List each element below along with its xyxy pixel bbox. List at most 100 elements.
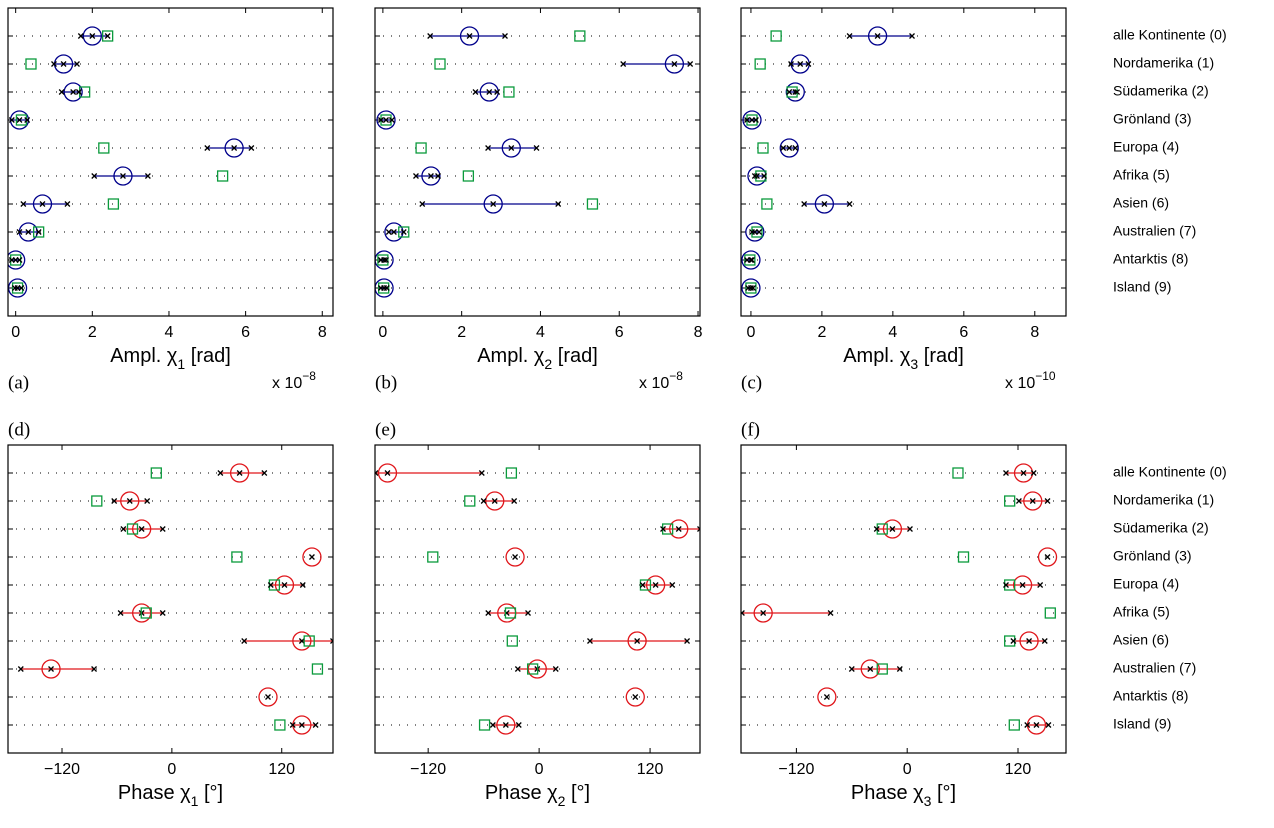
square-marker bbox=[757, 142, 769, 154]
cross bbox=[1003, 582, 1009, 588]
x-tick-label: 4 bbox=[165, 324, 174, 341]
cross bbox=[75, 89, 82, 95]
cross bbox=[427, 33, 434, 39]
cross bbox=[388, 117, 395, 123]
cross bbox=[671, 61, 678, 67]
circle-marker bbox=[741, 278, 761, 298]
category-label: Australien (7) bbox=[1113, 223, 1196, 239]
cross bbox=[241, 638, 248, 644]
cross bbox=[1044, 554, 1051, 560]
cross bbox=[236, 470, 243, 476]
circle-marker bbox=[742, 110, 762, 130]
cross bbox=[525, 610, 531, 616]
x-tick-label: 4 bbox=[888, 324, 897, 341]
x-tick-label: 2 bbox=[817, 324, 826, 341]
cross bbox=[760, 610, 767, 616]
panel-label: (a) bbox=[8, 372, 29, 393]
cross bbox=[634, 638, 641, 644]
x-axis-label: Ampl. χ1 [rad] bbox=[110, 345, 231, 371]
circle-marker bbox=[377, 463, 398, 483]
cross bbox=[620, 61, 627, 67]
circle-marker bbox=[505, 547, 525, 567]
cross bbox=[159, 610, 166, 616]
x-axis-label: Phase χ1 [°] bbox=[118, 782, 223, 808]
plot bbox=[375, 26, 694, 298]
cross bbox=[377, 285, 384, 291]
cross bbox=[533, 145, 540, 151]
cross bbox=[267, 582, 274, 588]
category-label: Nordamerika (1) bbox=[1113, 55, 1214, 71]
square-marker bbox=[745, 282, 757, 294]
cross bbox=[104, 33, 111, 39]
plot-frame bbox=[7, 444, 334, 754]
category-label: Island (9) bbox=[1113, 279, 1171, 295]
square-marker bbox=[574, 30, 586, 42]
circle-marker bbox=[274, 575, 295, 595]
circle-marker bbox=[785, 82, 805, 102]
panel: alle Kontinente (0) Nordamerika (1) Südame… bbox=[740, 7, 1227, 393]
cross bbox=[18, 285, 25, 291]
cross bbox=[16, 117, 23, 123]
cross bbox=[472, 89, 479, 95]
cross bbox=[144, 498, 151, 504]
circle-marker bbox=[485, 491, 505, 511]
cross bbox=[1029, 498, 1036, 504]
x-tick-label: 0 bbox=[746, 324, 755, 341]
cross bbox=[427, 173, 434, 179]
cross bbox=[138, 526, 145, 532]
x-label-text: [°] bbox=[931, 782, 956, 804]
cross bbox=[508, 145, 515, 151]
cross bbox=[385, 229, 392, 235]
square-marker bbox=[1004, 579, 1016, 591]
square-marker bbox=[427, 551, 439, 563]
cross bbox=[39, 201, 46, 207]
cross bbox=[383, 285, 390, 291]
cross bbox=[514, 666, 521, 672]
category-label: Island (9) bbox=[1113, 716, 1171, 732]
x-tick-label: 0 bbox=[378, 324, 387, 341]
cross bbox=[1003, 470, 1009, 476]
cross bbox=[330, 638, 333, 644]
x-tick-label: 6 bbox=[615, 324, 624, 341]
plot-frame bbox=[7, 7, 334, 317]
square-marker bbox=[526, 663, 539, 675]
square-marker bbox=[311, 663, 324, 675]
x-tick-label: 0 bbox=[903, 761, 912, 778]
cross bbox=[64, 201, 71, 207]
circle-marker bbox=[753, 603, 773, 623]
square-marker bbox=[101, 30, 114, 42]
plot-frame bbox=[374, 7, 701, 317]
circle-marker bbox=[814, 194, 835, 214]
square-marker bbox=[464, 495, 476, 507]
x-label-text: [°] bbox=[565, 782, 590, 804]
cross bbox=[1015, 498, 1022, 504]
x-label-text: Ampl. χ bbox=[477, 345, 545, 367]
category-label: Asien (6) bbox=[1113, 195, 1169, 211]
circle-marker bbox=[113, 166, 133, 186]
x-label-subscript: 3 bbox=[910, 356, 918, 372]
circle-marker bbox=[1037, 547, 1058, 567]
cross bbox=[312, 722, 319, 728]
panel-label: (b) bbox=[375, 372, 397, 393]
cross bbox=[120, 173, 126, 179]
plot bbox=[17, 463, 333, 735]
cross bbox=[289, 722, 296, 728]
cross bbox=[16, 229, 23, 235]
square-marker bbox=[503, 86, 515, 98]
circle-marker bbox=[745, 222, 765, 242]
x-label-subscript: 2 bbox=[544, 356, 552, 372]
circle-marker bbox=[292, 631, 312, 651]
cross bbox=[792, 145, 799, 151]
circle-marker bbox=[882, 519, 903, 539]
x-axis-label: Phase χ3 [°] bbox=[851, 782, 956, 808]
panel: 0 2 4 6 8 Ampl. χ1 [rad] (a) x 10−8 bbox=[7, 7, 334, 393]
x-tick-label: 8 bbox=[318, 324, 327, 341]
circle-marker bbox=[229, 463, 250, 483]
cross bbox=[489, 722, 496, 728]
cross bbox=[490, 201, 497, 207]
x-tick-label: 120 bbox=[1005, 761, 1032, 778]
circle-marker bbox=[479, 82, 499, 102]
circle-marker bbox=[302, 547, 322, 567]
cross bbox=[298, 722, 305, 728]
